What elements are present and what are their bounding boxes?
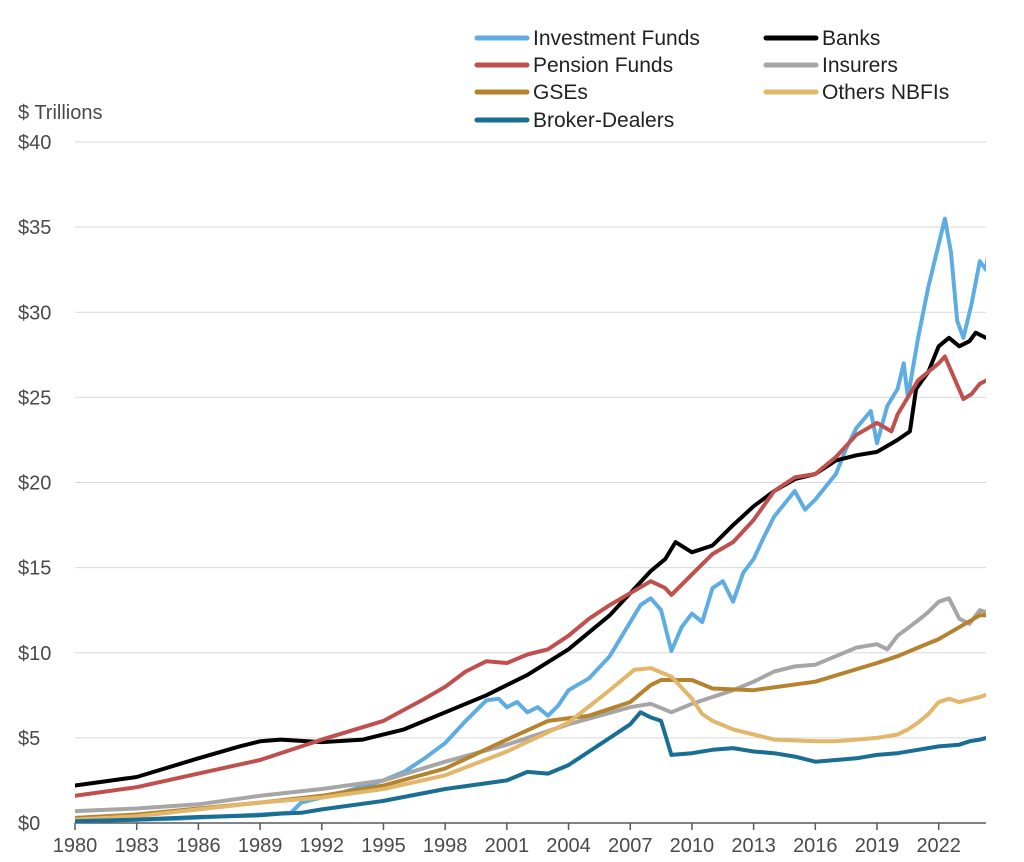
x-tick-label: 1992 [300, 835, 345, 857]
x-tick-label: 2016 [793, 835, 838, 857]
y-tick-label: $0 [18, 813, 40, 835]
series-line-pension-funds [75, 354, 986, 798]
y-tick-label: $10 [18, 643, 51, 665]
y-axis-label: $ Trillions [18, 102, 102, 124]
x-tick-label: 2007 [608, 835, 653, 857]
x-tick-label: 1998 [423, 835, 468, 857]
axis-layer: $0 $5 $10 $15 $20 $25 $30 $35 $40 1980 1983 1986 198… [18, 132, 986, 857]
y-tick-label: $40 [18, 132, 51, 154]
y-tick-label: $35 [18, 217, 51, 239]
x-tick-label: 2013 [731, 835, 776, 857]
x-tick-label: 1989 [238, 835, 283, 857]
series-line-others-nbfis [75, 666, 986, 822]
legend-label-pension-funds: Pension Funds [533, 54, 673, 77]
legend-label-others-nbfis: Others NBFIs [822, 81, 949, 104]
legend: Investment Funds Banks Pension Funds Insure… [474, 27, 949, 132]
y-tick-label: $20 [18, 473, 51, 495]
y-tick-label: $5 [18, 728, 40, 750]
y-tick-label: $30 [18, 302, 51, 324]
x-tick-label: 1986 [176, 835, 221, 857]
x-tick-label: 2010 [670, 835, 715, 857]
legend-label-investment-funds: Investment Funds [533, 27, 700, 50]
x-tick-label: 1980 [53, 835, 98, 857]
x-tick-label: 1983 [114, 835, 159, 857]
x-tick-label: 2001 [485, 835, 530, 857]
series-layer [75, 216, 986, 824]
series-line-banks [75, 330, 986, 788]
legend-label-insurers: Insurers [822, 54, 898, 77]
series-line-investment-funds [75, 216, 986, 824]
y-tick-label: $15 [18, 558, 51, 580]
legend-label-gses: GSEs [533, 81, 588, 104]
x-tick-label: 1995 [361, 835, 406, 857]
legend-label-banks: Banks [822, 27, 880, 50]
y-tick-label: $25 [18, 387, 51, 409]
x-tick-label: 2019 [855, 835, 900, 857]
grid-layer [75, 141, 986, 739]
series-line-insurers [75, 596, 986, 814]
series-line-broker-dealers [75, 710, 986, 824]
legend-label-broker-dealers: Broker-Dealers [533, 109, 674, 132]
x-tick-label: 2004 [546, 835, 591, 857]
x-tick-label: 2022 [916, 835, 961, 857]
